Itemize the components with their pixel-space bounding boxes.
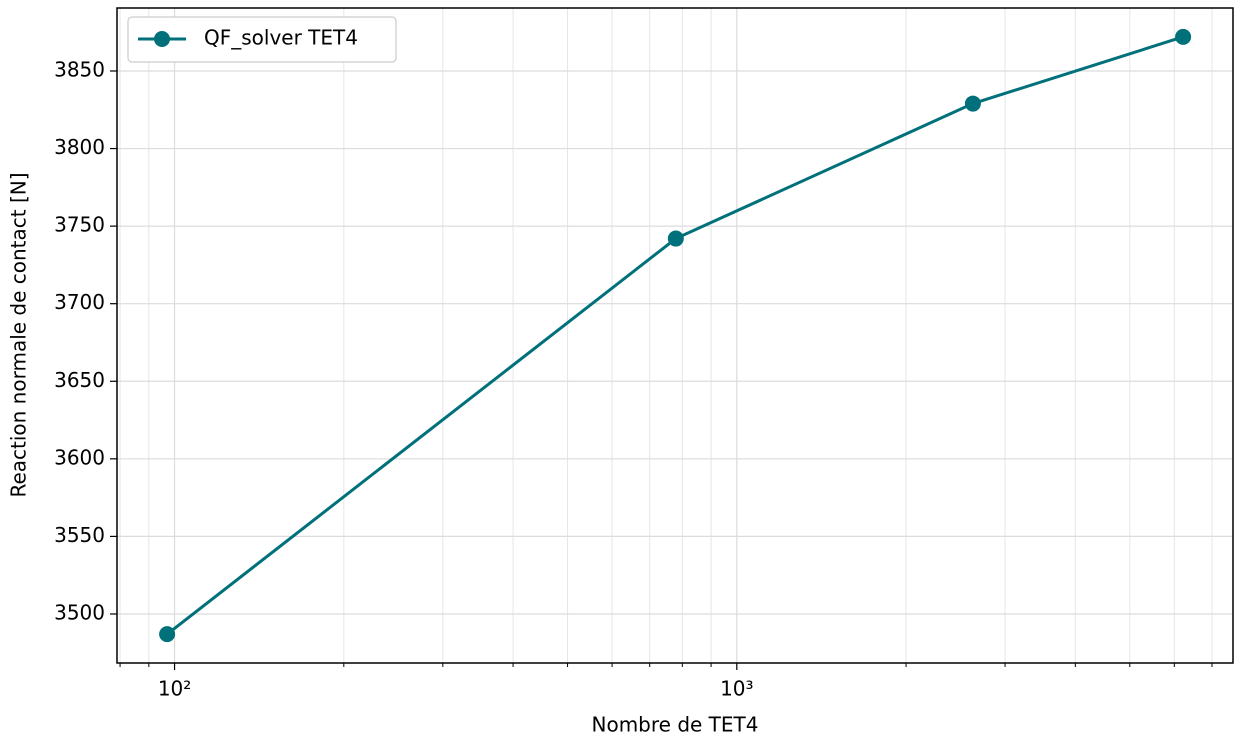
y-tick-label: 3500 [54,600,105,624]
y-tick-label: 3850 [54,57,105,81]
data-point [667,230,684,247]
x-tick-label: 10³ [720,677,753,701]
y-tick-label: 3750 [54,213,105,237]
y-tick-label: 3600 [54,445,105,469]
x-tick-label: 10² [158,677,191,701]
legend-box [127,16,397,63]
y-axis-label: Reaction normale de contact [N] [7,172,31,497]
x-axis-label: Nombre de TET4 [592,713,759,737]
y-tick-label: 3650 [54,368,105,392]
y-tick-label: 3800 [54,135,105,159]
data-point [159,626,176,643]
plot-frame [116,7,1234,664]
data-line [166,35,1184,636]
data-point [1175,28,1192,45]
y-tick-label: 3700 [54,290,105,314]
y-tick-label: 3550 [54,523,105,547]
data-point [964,95,981,112]
legend-label: QF_solver TET4 [204,26,358,50]
legend-marker [154,31,170,47]
